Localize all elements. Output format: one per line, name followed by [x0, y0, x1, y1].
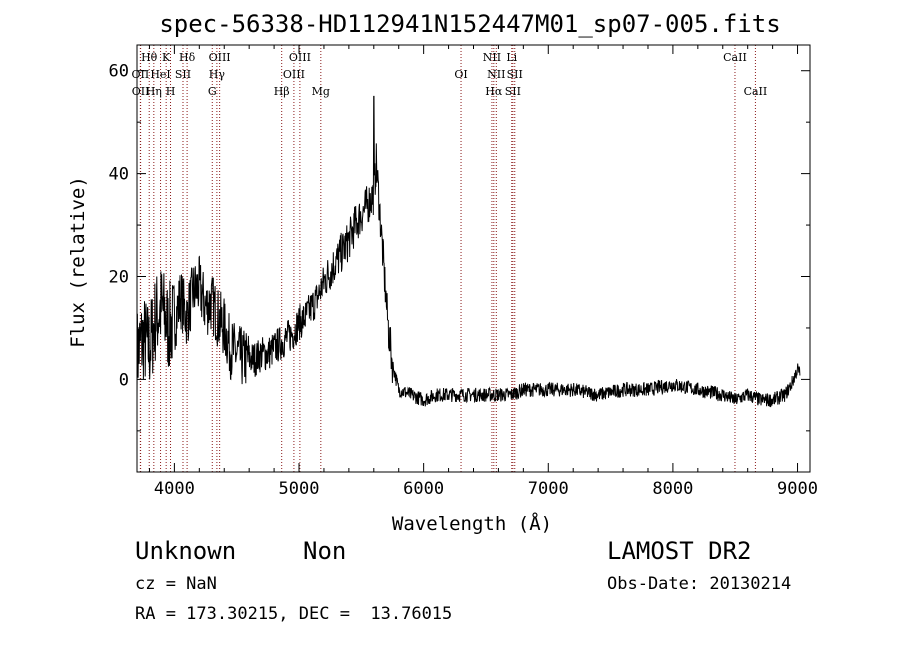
- y-tick-label-2: 40: [109, 165, 129, 185]
- line-label-13: OIII: [283, 68, 305, 81]
- spectrum-line: [136, 95, 801, 408]
- observation-date: Obs-Date: 20130214: [607, 574, 792, 594]
- x-tick-label-2: 6000: [403, 479, 444, 499]
- line-label-7: SII: [175, 68, 191, 81]
- y-tick-label-3: 60: [109, 62, 129, 82]
- x-tick-label-4: 8000: [652, 479, 693, 499]
- line-label-6: H: [166, 85, 176, 98]
- line-label-15: Mg: [312, 85, 330, 98]
- line-label-17: NII: [483, 51, 501, 64]
- line-label-10: Hγ: [209, 68, 226, 81]
- line-label-22: SII: [507, 68, 523, 81]
- line-label-18: Hα: [485, 85, 503, 98]
- line-label-19: NII: [487, 68, 505, 81]
- line-label-4: HeI: [150, 68, 170, 81]
- line-label-0: OII: [132, 68, 150, 81]
- object-class: Unknown: [135, 537, 237, 565]
- line-label-8: Hδ: [179, 51, 196, 64]
- line-label-20: Li: [506, 51, 517, 64]
- x-tick-label-5: 9000: [777, 479, 818, 499]
- line-label-9: G: [208, 85, 217, 98]
- line-label-5: K: [162, 51, 171, 64]
- survey-name: LAMOST DR2: [607, 537, 752, 565]
- coordinates: RA = 173.30215, DEC = 13.76015: [135, 604, 453, 624]
- line-label-11: OIII: [209, 51, 231, 64]
- x-tick-label-3: 7000: [528, 479, 569, 499]
- spectral-line-labels: OIIHθOIIHηHeIKHSIIHδGHγOIIIHβOIIIOIIIMgO…: [132, 51, 768, 98]
- redshift-cz: cz = NaN: [135, 574, 217, 594]
- line-label-1: Hθ: [141, 51, 158, 64]
- line-label-16: OI: [454, 68, 467, 81]
- line-label-12: Hβ: [274, 85, 290, 98]
- y-tick-label-0: 0: [119, 370, 129, 390]
- line-label-2: OII: [132, 85, 150, 98]
- chart-title: spec-56338-HD112941N152447M01_sp07-005.f…: [159, 10, 780, 38]
- x-axis-label: Wavelength (Å): [392, 512, 552, 535]
- axis-ticks: 4000 5000 6000 7000 8000 9000 0 20 40 60: [109, 45, 818, 499]
- spectral-line-markers: [139, 45, 756, 472]
- line-label-24: CaII: [744, 85, 768, 98]
- y-axis-label: Flux (relative): [67, 176, 89, 348]
- line-label-21: SII: [505, 85, 521, 98]
- line-label-23: CaII: [723, 51, 747, 64]
- object-subclass: Non: [303, 537, 347, 565]
- x-tick-label-1: 5000: [279, 479, 320, 499]
- y-tick-label-1: 20: [109, 268, 129, 288]
- axes-frame: [136, 44, 811, 473]
- line-label-3: Hη: [146, 85, 162, 98]
- x-tick-label-0: 4000: [154, 479, 195, 499]
- line-label-14: OIII: [289, 51, 311, 64]
